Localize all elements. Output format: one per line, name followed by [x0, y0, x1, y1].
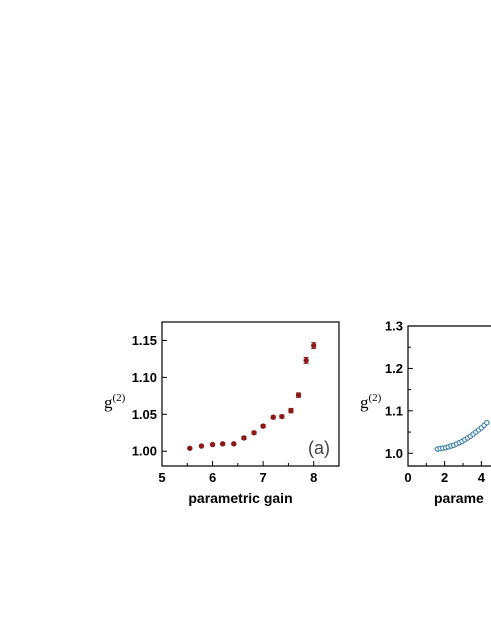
- panel-b: 0 2 4 1.0 1.1 1.2 1.3 parame g(2): [360, 319, 491, 506]
- panel-a-data-point: [209, 441, 216, 448]
- panel-b-x-axis-label: parame: [434, 490, 484, 506]
- panel-a-data-point: [295, 392, 302, 398]
- panel-b-y-tick-label: 1.1: [385, 403, 403, 418]
- panel-a-data-point: [231, 441, 237, 447]
- panel-a-data-point: [288, 407, 294, 414]
- panel-a-ticks: [161, 339, 315, 466]
- panel-a-data-point: [311, 342, 317, 349]
- panel-b-y-tick-label: 1.0: [385, 446, 403, 461]
- panel-a-x-tick-label: 8: [310, 470, 317, 485]
- panel-a-y-tick-label: 1.00: [132, 444, 157, 459]
- panel-b-x-tick-label: 4: [478, 470, 486, 485]
- panel-a-data-point: [219, 441, 226, 447]
- panel-b-points: [434, 419, 490, 452]
- panel-b-plot-frame: [407, 325, 491, 467]
- panel-a-data-point: [303, 357, 309, 364]
- panel-a-data-point: [251, 430, 257, 436]
- panel-a-data-point: [241, 435, 247, 441]
- panel-b-ticks: [407, 325, 482, 466]
- panel-a-y-axis-label-sup: (2): [113, 392, 126, 404]
- panel-b-y-axis-label-base: g: [360, 393, 369, 412]
- panel-a-data-point: [279, 413, 285, 420]
- panel-b-tick-labels: 0 2 4 1.0 1.1 1.2 1.3: [385, 319, 486, 486]
- panel-a-x-axis-label: parametric gain: [188, 490, 292, 506]
- panel-b-x-tick-label: 2: [441, 470, 448, 485]
- panel-a-plot-frame: [161, 321, 340, 467]
- panel-a-tick-labels: 5 6 7 8 1.00 1.05 1.10 1.15: [132, 333, 318, 485]
- panel-a-y-tick-label: 1.15: [132, 333, 157, 348]
- panel-b-y-axis-label-sup: (2): [369, 392, 382, 404]
- panel-a-y-tick-label: 1.05: [132, 407, 157, 422]
- panel-b-y-tick-label: 1.2: [385, 361, 403, 376]
- panel-a-y-axis-label: g(2): [104, 392, 126, 412]
- panel-a-tag: (a): [308, 438, 330, 458]
- panel-b-x-tick-label: 0: [404, 470, 411, 485]
- panel-a-data-point: [187, 445, 193, 451]
- panel-a-data-point: [260, 423, 266, 429]
- panel-a-x-tick-label: 7: [260, 470, 267, 485]
- panel-a-y-tick-label: 1.10: [132, 370, 157, 385]
- panel-a-y-axis-label-base: g: [104, 393, 113, 412]
- panel-a-data-point: [198, 443, 205, 449]
- panel-a-points: [187, 342, 317, 451]
- panel-b-y-axis-label: g(2): [360, 392, 382, 412]
- panel-b-data-point: [484, 419, 490, 426]
- panel-b-y-tick-label: 1.3: [385, 319, 403, 334]
- panel-a-x-tick-label: 6: [209, 470, 216, 485]
- panel-a: 5 6 7 8 1.00 1.05 1.10 1.15 parametric gain g(2…: [104, 321, 340, 506]
- panel-a-data-point: [270, 414, 276, 420]
- panel-a-x-tick-label: 5: [158, 470, 165, 485]
